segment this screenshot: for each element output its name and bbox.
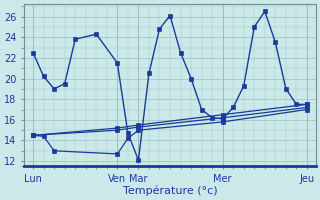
X-axis label: Température (°c): Température (°c) (123, 185, 217, 196)
